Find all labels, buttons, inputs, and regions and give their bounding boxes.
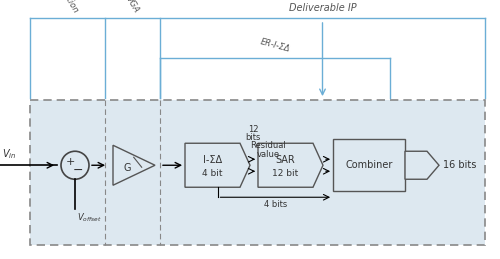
Text: Combiner: Combiner bbox=[346, 160, 393, 170]
Polygon shape bbox=[185, 143, 250, 187]
Text: G: G bbox=[124, 163, 132, 173]
Text: $V_{in}$: $V_{in}$ bbox=[2, 147, 16, 161]
Text: VGA: VGA bbox=[124, 0, 141, 15]
Text: ER-I-ΣΔ: ER-I-ΣΔ bbox=[259, 37, 291, 54]
Text: 4 bits: 4 bits bbox=[264, 200, 287, 209]
Text: value: value bbox=[256, 150, 280, 159]
Text: 16 bits: 16 bits bbox=[443, 160, 476, 170]
Text: $V_{offset}$: $V_{offset}$ bbox=[77, 211, 102, 224]
Polygon shape bbox=[405, 151, 439, 179]
Text: −: − bbox=[73, 164, 83, 177]
Text: Residual: Residual bbox=[250, 141, 286, 150]
Text: 4 bit: 4 bit bbox=[202, 169, 222, 178]
Text: +: + bbox=[66, 157, 74, 167]
Text: Offset
cancellation: Offset cancellation bbox=[46, 0, 88, 15]
FancyBboxPatch shape bbox=[30, 100, 485, 245]
Text: Deliverable IP: Deliverable IP bbox=[288, 3, 356, 13]
Text: I-ΣΔ: I-ΣΔ bbox=[202, 155, 222, 165]
Polygon shape bbox=[113, 145, 155, 185]
Text: 12 bit: 12 bit bbox=[272, 169, 298, 178]
FancyBboxPatch shape bbox=[333, 139, 405, 191]
Text: SAR: SAR bbox=[276, 155, 295, 165]
Polygon shape bbox=[258, 143, 323, 187]
Text: 12: 12 bbox=[248, 125, 258, 134]
Text: bits: bits bbox=[246, 133, 260, 142]
